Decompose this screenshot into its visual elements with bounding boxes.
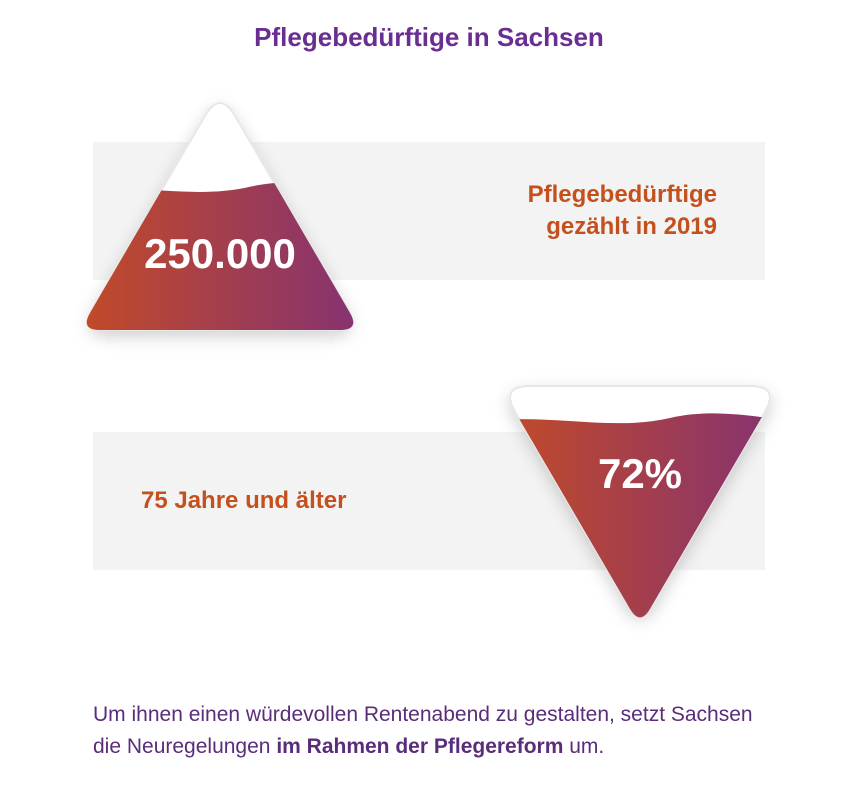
stat-value-count: 250.000 xyxy=(70,230,370,278)
stat-value-age: 72% xyxy=(490,450,790,498)
page-title-text: Pflegebedürftige in Sachsen xyxy=(254,22,604,52)
stat-triangle-count: 250.000 xyxy=(70,80,370,346)
stat-label-age: 75 Jahre und älter xyxy=(93,485,394,517)
footer-text: Um ihnen einen würdevollen Rentenabend z… xyxy=(93,699,765,762)
triangle-up-icon xyxy=(70,80,370,346)
stat-label-count: Pflegebedürftigegezählt in 2019 xyxy=(480,179,765,244)
page-title: Pflegebedürftige in Sachsen xyxy=(0,22,858,53)
stat-triangle-age: 72% xyxy=(490,370,790,636)
triangle-down-icon xyxy=(490,370,790,636)
